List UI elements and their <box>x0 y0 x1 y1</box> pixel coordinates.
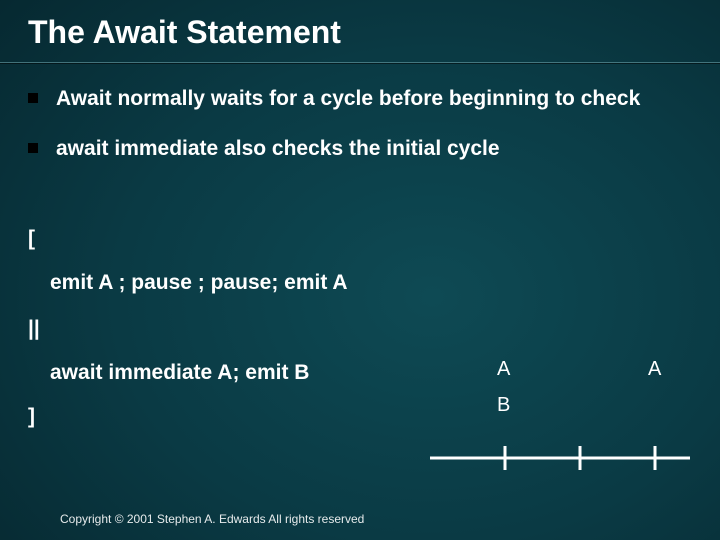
bullet-list: Await normally waits for a cycle before … <box>28 86 690 187</box>
bullet-text: Await normally waits for a cycle before … <box>56 86 640 112</box>
bullet-item: await immediate also checks the initial … <box>28 136 690 162</box>
timeline-label-a2: A <box>648 358 661 381</box>
timeline-label-b: B <box>497 394 510 417</box>
code-line-2: await immediate A; emit B <box>28 362 690 383</box>
timeline-diagram <box>430 432 700 472</box>
code-close-bracket: ] <box>28 406 690 427</box>
code-parallel: || <box>28 318 690 339</box>
bullet-icon <box>28 93 38 103</box>
timeline-label-a1: A <box>497 358 510 381</box>
bullet-text: await immediate also checks the initial … <box>56 136 500 162</box>
bullet-item: Await normally waits for a cycle before … <box>28 86 690 112</box>
divider-shadow <box>0 63 720 64</box>
bullet-icon <box>28 143 38 153</box>
code-line-1: emit A ; pause ; pause; emit A <box>28 272 690 293</box>
slide: The Await Statement Await normally waits… <box>0 0 720 540</box>
copyright-text: Copyright © 2001 Stephen A. Edwards All … <box>60 512 364 526</box>
slide-title: The Await Statement <box>28 14 341 51</box>
code-open-bracket: [ <box>28 228 690 249</box>
